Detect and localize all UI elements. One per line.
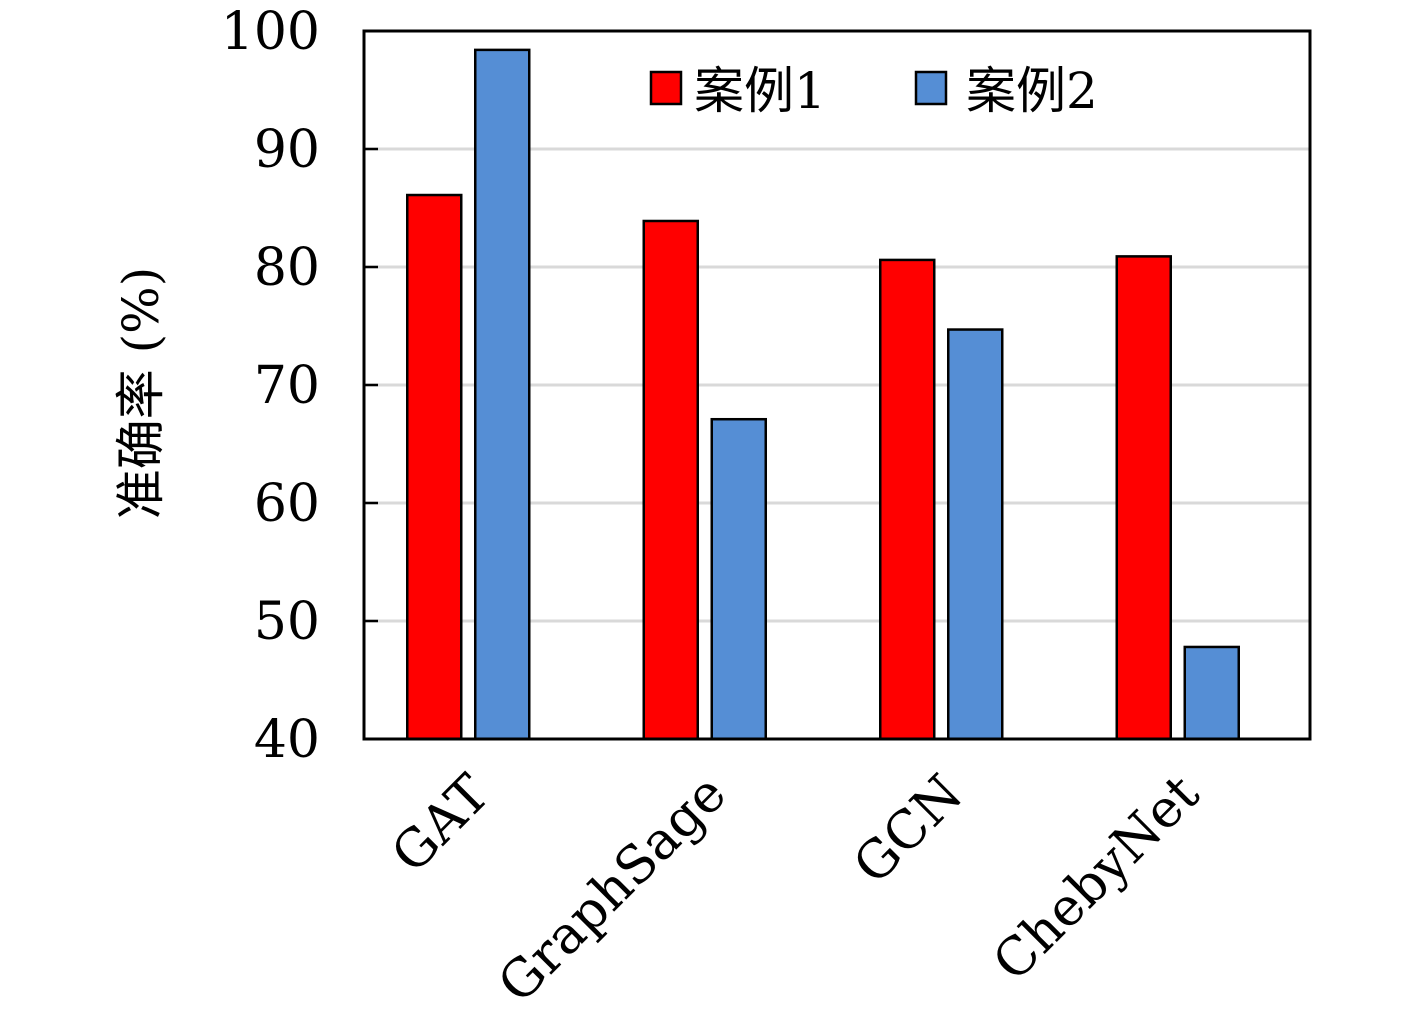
y-tick-label: 80: [254, 238, 320, 298]
x-tick-label: ChebyNet: [982, 764, 1211, 993]
legend-swatch-series-1: [649, 70, 683, 106]
y-tick-label: 100: [221, 2, 320, 62]
bar-gat-series-2: [474, 48, 531, 741]
bars: [406, 48, 1240, 741]
x-tick-label: GraphSage: [487, 764, 738, 1015]
x-tick-label: GAT: [381, 764, 502, 885]
bar-gat-series-1: [406, 193, 463, 741]
y-tick-label: 70: [254, 356, 320, 416]
y-tick-label: 40: [254, 710, 320, 770]
legend: 案例1 案例2: [649, 62, 1098, 120]
y-tick-label: 50: [254, 592, 320, 652]
bar-graphsage-series-1: [642, 219, 699, 741]
y-tick-label: 90: [254, 120, 320, 180]
y-axis-ticks: 40 50 60 70 80 90 100: [221, 2, 378, 770]
x-tick-label: GCN: [842, 764, 974, 896]
legend-swatch-series-2: [914, 70, 948, 106]
bar-chebynet-series-1: [1115, 255, 1172, 741]
y-axis-label: 准确率 (%): [112, 267, 170, 519]
legend-label-series-1: 案例1: [694, 62, 826, 120]
y-tick-label: 60: [254, 474, 320, 534]
bar-gcn-series-2: [947, 328, 1004, 741]
legend-label-series-2: 案例2: [966, 62, 1098, 120]
bar-chebynet-series-2: [1183, 645, 1240, 741]
bar-graphsage-series-2: [710, 417, 767, 741]
bar-gcn-series-1: [879, 258, 936, 741]
